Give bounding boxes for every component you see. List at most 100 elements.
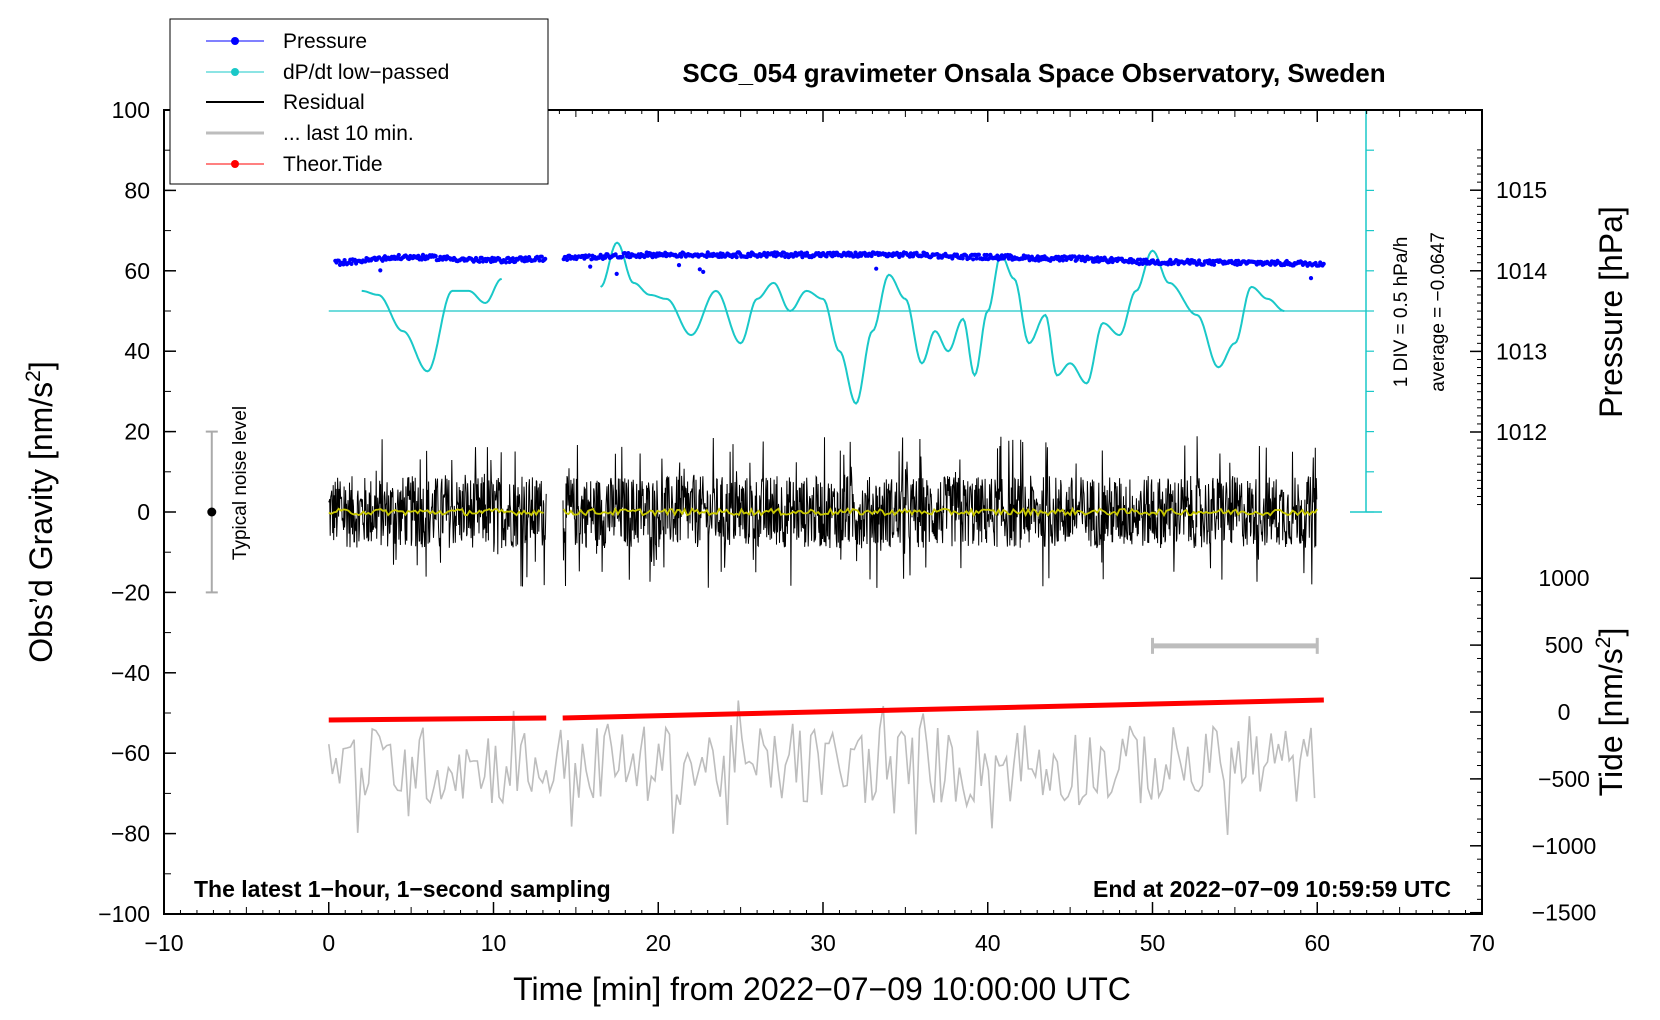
y-tick-label: −40 bbox=[111, 660, 150, 686]
pressure-series bbox=[333, 250, 1326, 281]
legend-pressure-dot bbox=[231, 37, 239, 45]
x-tick-label: 50 bbox=[1140, 930, 1166, 956]
tide-line bbox=[328, 715, 547, 723]
pressure-point bbox=[734, 255, 739, 260]
y-axis-label: Obs’d Gravity [nm/s2] bbox=[22, 361, 59, 663]
pressure-point bbox=[1060, 258, 1066, 263]
pressure-point bbox=[679, 254, 684, 259]
tide-line bbox=[562, 697, 1324, 721]
pressure-point bbox=[1321, 261, 1326, 266]
y-tick-label: 20 bbox=[124, 419, 150, 445]
y-axis-label-main: Obs’d Gravity [nm/s bbox=[23, 382, 59, 663]
y-tick-label: 100 bbox=[112, 97, 150, 123]
dpdt-average-label: average = −0.0647 bbox=[1428, 232, 1449, 392]
pressure-tick-label: 1012 bbox=[1496, 419, 1547, 445]
pressure-point bbox=[1212, 262, 1217, 267]
pressure-point bbox=[626, 251, 631, 256]
pressure-point bbox=[477, 259, 482, 264]
pressure-point bbox=[620, 254, 625, 259]
pressure-point bbox=[1168, 257, 1173, 262]
dpdt-line bbox=[361, 277, 503, 373]
y-axis-label-end: ] bbox=[23, 361, 59, 370]
legend-tide-label: Theor.Tide bbox=[283, 153, 383, 176]
x-tick-label: 70 bbox=[1469, 930, 1495, 956]
pressure-point bbox=[539, 254, 544, 259]
y-tick-label: 0 bbox=[137, 499, 150, 525]
pressure-point bbox=[971, 257, 976, 262]
pressure-axis-label: Pressure [hPa] bbox=[1593, 206, 1629, 418]
pressure-point bbox=[1308, 276, 1314, 281]
axes-layer: −10 0 10 20 30 40 50 60 70−100−80−60−40−20020406… bbox=[98, 97, 1596, 956]
noise-level-label: Typical noise level bbox=[230, 406, 251, 560]
pressure-point bbox=[587, 253, 592, 258]
y-tick-label: −80 bbox=[111, 821, 150, 847]
noise-level-dot bbox=[207, 507, 217, 517]
legend-tide-dot bbox=[231, 160, 239, 168]
residual-line bbox=[328, 439, 547, 587]
pressure-point bbox=[1187, 261, 1192, 266]
dpdt-line bbox=[600, 241, 1285, 405]
x-axis-label: Time [min] from 2022−07−09 10:00:00 UTC bbox=[513, 971, 1131, 1007]
pressure-point bbox=[503, 260, 509, 265]
residual-line bbox=[562, 436, 1318, 588]
x-tick-label: 60 bbox=[1304, 930, 1330, 956]
pressure-tick-label: 1013 bbox=[1496, 338, 1547, 364]
dpdt-scale-label: 1 DIV = 0.5 hPa/h bbox=[1391, 237, 1412, 388]
x-tick-label: −10 bbox=[144, 930, 183, 956]
pressure-point bbox=[1207, 258, 1212, 263]
y-tick-label: 80 bbox=[124, 177, 150, 203]
pressure-point bbox=[603, 255, 608, 260]
pressure-point bbox=[697, 267, 702, 272]
pressure-point bbox=[1072, 254, 1077, 259]
pressure-tick-label: 1014 bbox=[1496, 258, 1547, 284]
annotation-sampling: The latest 1−hour, 1−second sampling bbox=[194, 876, 611, 902]
residual-mean-line bbox=[562, 506, 1318, 518]
x-tick-label: 0 bbox=[322, 930, 335, 956]
y-tick-label: −60 bbox=[111, 740, 150, 766]
last10-line bbox=[328, 700, 1316, 835]
tide-axis-label-end: ] bbox=[1593, 628, 1629, 637]
tide-tick-label: −500 bbox=[1538, 766, 1590, 792]
tide-axis-label: Tide [nm/s2] bbox=[1592, 628, 1629, 797]
tide-tick-label: 1000 bbox=[1538, 565, 1589, 591]
x-tick-label: 20 bbox=[645, 930, 671, 956]
annotation-end-time: End at 2022−07−09 10:59:59 UTC bbox=[1093, 876, 1451, 902]
legend-dpdt-dot bbox=[231, 68, 239, 76]
pressure-point bbox=[976, 252, 982, 257]
pressure-point bbox=[748, 254, 753, 259]
y-tick-label: 40 bbox=[124, 338, 150, 364]
pressure-point bbox=[614, 271, 619, 276]
pressure-point bbox=[588, 264, 593, 269]
pressure-point bbox=[869, 253, 874, 259]
pressure-point bbox=[378, 268, 383, 273]
y-tick-label: 60 bbox=[124, 258, 150, 284]
legend-dpdt-label: dP/dt low−passed bbox=[283, 61, 449, 84]
y-tick-label: −20 bbox=[111, 579, 150, 605]
legend: Pressure dP/dt low−passed Residual ... l… bbox=[169, 18, 549, 185]
pressure-point bbox=[701, 269, 706, 274]
pressure-point bbox=[523, 255, 528, 260]
tide-tick-label: −1500 bbox=[1532, 900, 1597, 926]
pressure-point bbox=[1089, 256, 1094, 261]
pressure-point bbox=[396, 252, 401, 258]
pressure-point bbox=[984, 252, 990, 258]
tide-tick-label: 500 bbox=[1545, 632, 1583, 658]
pressure-point bbox=[1201, 262, 1206, 267]
pressure-point bbox=[433, 254, 438, 259]
x-tick-label: 10 bbox=[481, 930, 507, 956]
legend-last10-label: ... last 10 min. bbox=[283, 122, 414, 145]
pressure-point bbox=[565, 257, 570, 262]
pressure-point bbox=[510, 256, 515, 261]
pressure-point bbox=[349, 261, 354, 266]
pressure-point bbox=[543, 256, 548, 261]
pressure-point bbox=[537, 258, 542, 263]
pressure-point bbox=[1009, 253, 1014, 259]
x-tick-label: 30 bbox=[810, 930, 836, 956]
tide-axis-label-sup: 2 bbox=[1592, 637, 1615, 649]
pressure-point bbox=[1095, 255, 1100, 260]
tide-tick-label: 0 bbox=[1558, 699, 1571, 725]
pressure-point bbox=[824, 254, 829, 259]
chart-title: SCG_054 gravimeter Onsala Space Observat… bbox=[682, 58, 1385, 88]
